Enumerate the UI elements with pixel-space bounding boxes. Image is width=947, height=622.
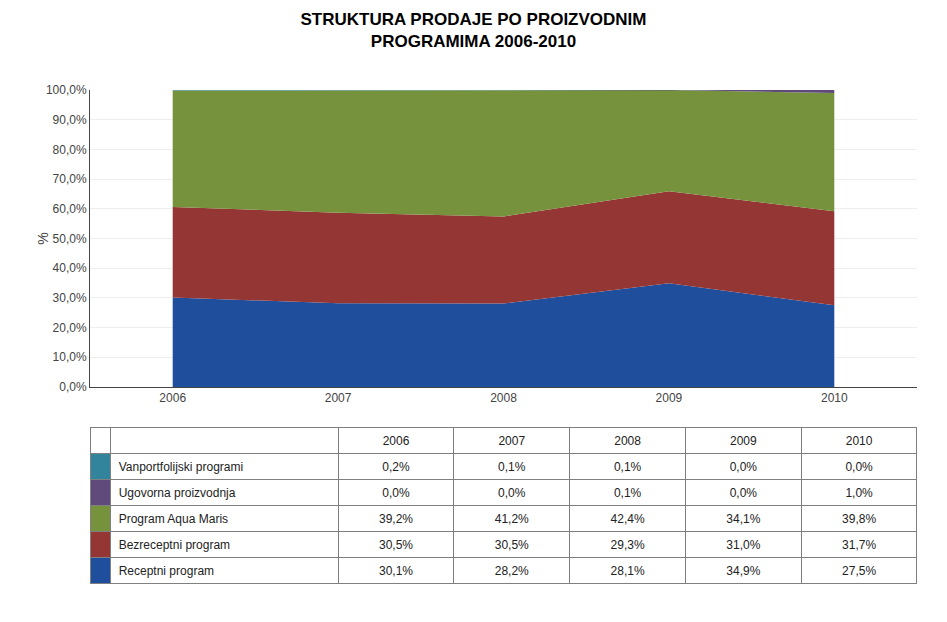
svg-text:0,1%: 0,1% <box>614 460 642 474</box>
svg-text:2009: 2009 <box>730 434 757 448</box>
svg-text:27,5%: 27,5% <box>842 564 876 578</box>
svg-text:0,0%: 0,0% <box>730 486 758 500</box>
svg-text:Receptni program: Receptni program <box>119 564 214 578</box>
svg-text:0,0%: 0,0% <box>498 486 526 500</box>
svg-text:31,0%: 31,0% <box>726 538 760 552</box>
svg-text:0,0%: 0,0% <box>845 460 873 474</box>
svg-text:20,0%: 20,0% <box>53 321 87 335</box>
svg-text:0,1%: 0,1% <box>614 486 642 500</box>
svg-text:60,0%: 60,0% <box>53 202 87 216</box>
svg-text:30,5%: 30,5% <box>495 538 529 552</box>
svg-text:Ugovorna proizvodnja: Ugovorna proizvodnja <box>119 486 236 500</box>
svg-text:80,0%: 80,0% <box>53 143 87 157</box>
svg-text:Bezreceptni program: Bezreceptni program <box>119 538 230 552</box>
svg-text:10,0%: 10,0% <box>53 350 87 364</box>
svg-text:Vanportfolijski programi: Vanportfolijski programi <box>119 460 244 474</box>
svg-text:1,0%: 1,0% <box>845 486 873 500</box>
svg-text:90,0%: 90,0% <box>53 113 87 127</box>
svg-text:31,7%: 31,7% <box>842 538 876 552</box>
svg-text:2010: 2010 <box>846 434 873 448</box>
svg-text:42,4%: 42,4% <box>611 512 645 526</box>
svg-text:41,2%: 41,2% <box>495 512 529 526</box>
svg-text:39,2%: 39,2% <box>379 512 413 526</box>
svg-text:2007: 2007 <box>325 391 352 405</box>
svg-text:2006: 2006 <box>159 391 186 405</box>
svg-text:0,2%: 0,2% <box>382 460 410 474</box>
svg-text:50,0%: 50,0% <box>53 232 87 246</box>
svg-text:34,9%: 34,9% <box>726 564 760 578</box>
svg-text:28,2%: 28,2% <box>495 564 529 578</box>
svg-text:%: % <box>35 232 51 244</box>
svg-text:30,0%: 30,0% <box>53 291 87 305</box>
svg-text:2008: 2008 <box>490 391 517 405</box>
svg-text:2007: 2007 <box>498 434 525 448</box>
svg-text:0,0%: 0,0% <box>730 460 758 474</box>
svg-text:2010: 2010 <box>821 391 848 405</box>
svg-text:28,1%: 28,1% <box>611 564 645 578</box>
svg-text:0,0%: 0,0% <box>382 486 410 500</box>
svg-text:2006: 2006 <box>383 434 410 448</box>
svg-text:100,0%: 100,0% <box>46 83 87 97</box>
svg-text:30,5%: 30,5% <box>379 538 413 552</box>
svg-text:70,0%: 70,0% <box>53 172 87 186</box>
svg-text:STRUKTURA PRODAJE PO PROIZVODN: STRUKTURA PRODAJE PO PROIZVODNIMPROGRAMI… <box>300 10 646 51</box>
svg-text:Program Aqua Maris: Program Aqua Maris <box>119 512 228 526</box>
svg-text:34,1%: 34,1% <box>726 512 760 526</box>
svg-text:2009: 2009 <box>656 391 683 405</box>
svg-text:30,1%: 30,1% <box>379 564 413 578</box>
svg-text:0,0%: 0,0% <box>59 380 87 394</box>
svg-text:2008: 2008 <box>614 434 641 448</box>
svg-text:0,1%: 0,1% <box>498 460 526 474</box>
svg-text:29,3%: 29,3% <box>611 538 645 552</box>
svg-text:39,8%: 39,8% <box>842 512 876 526</box>
svg-text:40,0%: 40,0% <box>53 261 87 275</box>
